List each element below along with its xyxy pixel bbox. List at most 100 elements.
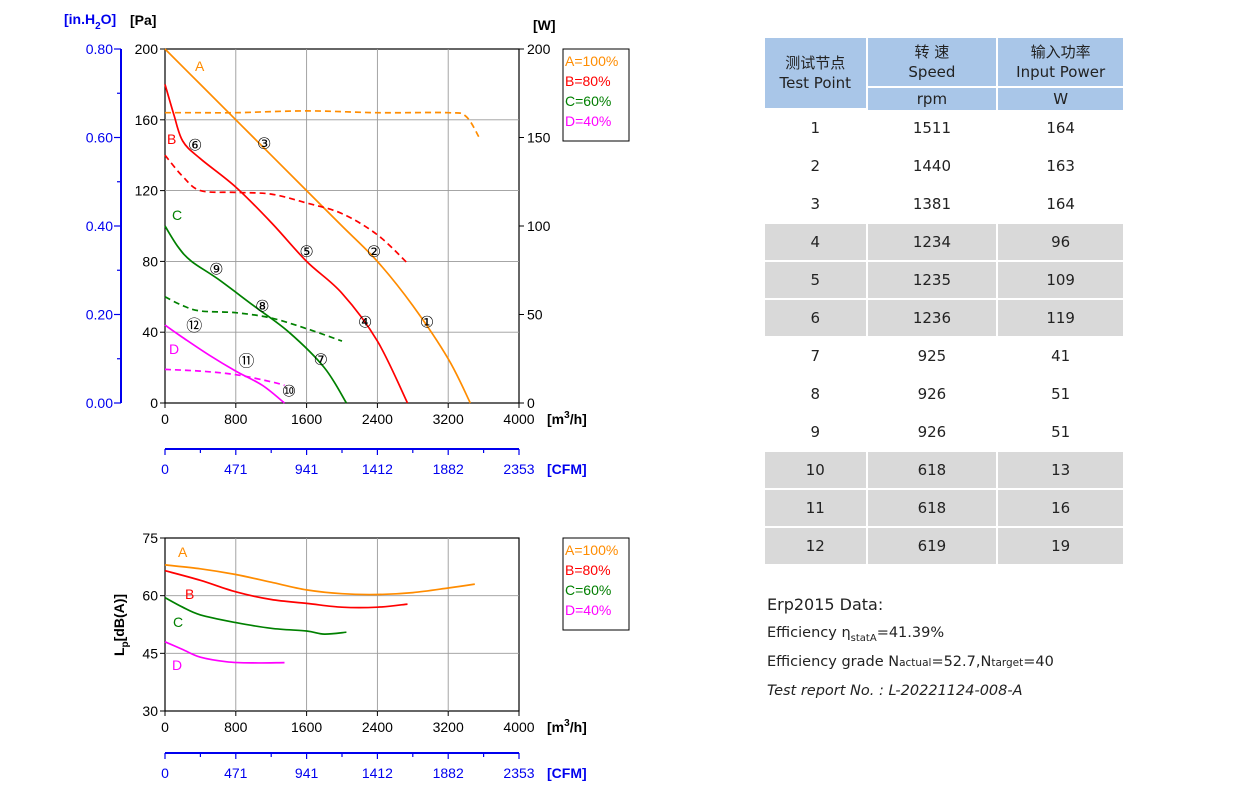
cfm-tick-label: 941 [295,461,319,477]
pressure-curve [164,48,472,404]
power-curve [165,110,480,138]
table-row: 7 925 41 [765,338,1123,376]
efficiency-grade-line: Efficiency grade Nactual=52.7,Ntarget=40 [767,648,1054,677]
inh2o-tick-label: 0.80 [86,41,113,57]
noise-curve [164,641,285,664]
table-row: 2 1440 163 [765,148,1123,186]
cell-test-point: 10 [765,452,868,490]
header-input-power-en: Input Power [1016,63,1106,81]
cell-speed: 1236 [867,300,999,338]
noise-y-tick-label: 75 [142,530,158,546]
legend-box [562,48,630,142]
y-tick-label: 120 [135,183,159,199]
y-right-tick-label: 100 [527,218,551,234]
noise-y-axis-label-sub: p [120,641,131,647]
test-point-marker: ⑪ [238,353,254,371]
test-point-marker: ⑨ [209,261,223,278]
cfm-tick-label: 471 [224,765,248,781]
noise-y-tick-label: 45 [142,645,158,661]
legend-box [562,537,630,631]
header-power-unit: W [998,88,1123,110]
noise-curve [164,596,347,635]
noise-curve [164,564,475,596]
inh2o-axis-label-end: O] [101,11,117,27]
legend-entry: D=40% [565,113,611,129]
cell-speed: 1511 [867,110,999,148]
cell-speed: 1235 [867,262,999,300]
cell-test-point: 11 [765,490,868,528]
cell-input-power: 19 [998,528,1123,566]
table-row: 5 1235 109 [765,262,1123,300]
legend-entry: C=60% [565,582,611,598]
header-speed-en: Speed [908,63,956,81]
inh2o-tick-label: 0.40 [86,218,113,234]
noise-curve-letter-label: B [185,586,194,602]
cfm-tick-label: 1412 [362,461,393,477]
cell-input-power: 109 [998,262,1123,300]
y-tick-label: 200 [135,41,159,57]
x-axis-label-sup: 3 [564,718,570,729]
noise-curve [164,569,408,609]
x-tick-label: 3200 [433,719,464,735]
noise-y-axis-label-end: [dB(A)] [111,594,127,641]
x-axis-label: [m3/h] [547,718,587,735]
n-actual-sub: actual [899,657,932,669]
y-right-axis-label: [W] [533,17,556,33]
x-tick-label: 800 [224,719,248,735]
table-row: 3 1381 164 [765,186,1123,224]
inh2o-tick-label: 0.00 [86,395,113,411]
inh2o-axis-label-sub: 2 [95,21,101,32]
x-tick-label: 0 [161,411,169,427]
y-left-axis-label: [Pa] [130,12,156,28]
x-tick-label: 0 [161,719,169,735]
test-point-table-container: 测试节点 Test Point 转 速 Speed 输入功率 Input Pow… [765,38,1123,566]
cfm-tick-label: 471 [224,461,248,477]
cell-test-point: 5 [765,262,868,300]
noise-y-axis-label-base: L [111,647,127,656]
curve-letter-label: C [172,207,182,223]
x-tick-label: 1600 [291,719,322,735]
cfm-axis-label: [CFM] [547,765,587,781]
cfm-axis-label: [CFM] [547,461,587,477]
y-right-tick-label: 50 [527,307,543,323]
legend-entry: A=100% [565,53,618,69]
pressure-curve [164,84,409,404]
table-row: 11 618 16 [765,490,1123,528]
test-point-marker: ③ [257,136,271,153]
cell-test-point: 8 [765,376,868,414]
y-tick-label: 0 [150,395,158,411]
pressure-curve [164,225,348,404]
fan-performance-charts: 04080120160200050100150200[W][Pa]0.000.2… [64,11,630,781]
header-input-power: 输入功率 Input Power [998,38,1123,88]
power-curve [164,368,285,387]
cell-input-power: 51 [998,414,1123,452]
legend-entry: A=100% [565,542,618,558]
test-point-marker: ⑩ [282,384,296,401]
inh2o-tick-label: 0.20 [86,307,113,323]
cell-input-power: 164 [998,110,1123,148]
y-right-tick-label: 0 [527,395,535,411]
plot-frame [164,537,520,712]
noise-curve-letter-label: D [172,657,182,673]
header-input-power-zh: 输入功率 [1030,43,1091,61]
test-point-marker: ⑫ [186,317,202,335]
x-tick-label: 800 [224,411,248,427]
cell-speed: 618 [867,452,999,490]
legend-entry: B=80% [565,73,611,89]
test-point-marker: ② [367,244,381,261]
curve-letter-label: A [195,58,205,74]
cell-input-power: 119 [998,300,1123,338]
test-report-number: Test report No. : L-20221124-008-A [767,683,1023,699]
cfm-tick-label: 941 [295,765,319,781]
efficiency-grade-label: Efficiency grade N [767,654,900,670]
table-row: 1 1511 164 [765,110,1123,148]
header-test-point-zh: 测试节点 [785,54,846,72]
efficiency-label: Efficiency η [767,625,851,641]
test-point-table: 测试节点 Test Point 转 速 Speed 输入功率 Input Pow… [765,38,1123,566]
noise-y-tick-label: 30 [142,703,158,719]
cfm-tick-label: 1882 [433,461,464,477]
cfm-tick-label: 0 [161,765,169,781]
x-axis-label: [m3/h] [547,410,587,427]
x-axis-label-base: [m [547,411,564,427]
cfm-tick-label: 2353 [503,765,534,781]
